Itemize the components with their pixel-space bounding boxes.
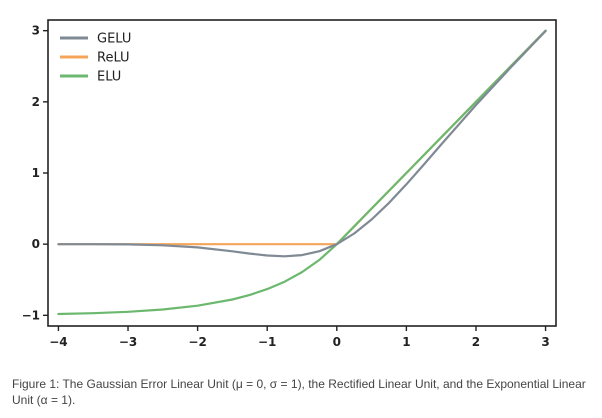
y-tick-label: 1 (32, 166, 40, 180)
line-chart: −4 −3 −2 −1 0 1 2 3 −1 0 1 2 3 GELU ReLU ELU (22, 19, 557, 349)
legend: GELU ReLU ELU (60, 32, 131, 85)
x-tick-label: 0 (333, 335, 341, 349)
legend-label-elu: ELU (97, 70, 121, 85)
plot-frame (47, 19, 557, 327)
x-tick-label: −2 (188, 335, 206, 349)
series-line-relu (57, 29, 547, 246)
y-tick-label: 0 (32, 237, 40, 251)
series-line-gelu (57, 29, 547, 258)
series-line-elu (57, 29, 547, 316)
figure-caption: Figure 1: The Gaussian Error Linear Unit… (12, 377, 586, 407)
series-lines (57, 29, 547, 316)
x-tick-label: 1 (402, 335, 410, 349)
axes: −4 −3 −2 −1 0 1 2 3 −1 0 1 2 3 (22, 19, 557, 349)
y-tick-label: 2 (32, 95, 40, 109)
x-tick-label: −4 (49, 335, 67, 349)
legend-label-relu: ReLU (97, 51, 130, 66)
y-tick-label: −1 (22, 308, 40, 322)
x-tick-label: −1 (258, 335, 276, 349)
x-tick-label: 2 (472, 335, 480, 349)
x-tick-label: −3 (119, 335, 137, 349)
x-tick-label: 3 (541, 335, 549, 349)
y-tick-label: 3 (32, 24, 40, 38)
legend-label-gelu: GELU (97, 32, 131, 47)
